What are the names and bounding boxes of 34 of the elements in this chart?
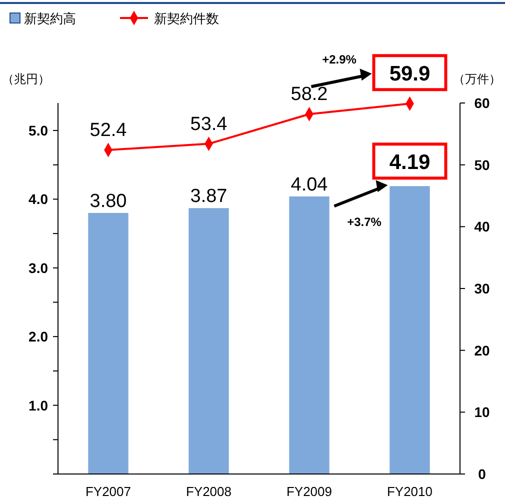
annotation: +3.7% xyxy=(347,215,382,230)
y-axis-title: （兆円） xyxy=(2,72,50,86)
y2-tick-label: 20 xyxy=(474,342,490,358)
data-label: 59.9 xyxy=(389,62,430,86)
y2-tick-label: 60 xyxy=(474,95,490,111)
y-tick-label: 3.0 xyxy=(28,260,48,276)
bar xyxy=(289,196,330,474)
y2-tick-label: 50 xyxy=(474,156,490,173)
x-tick-label: FY2010 xyxy=(386,484,433,499)
x-tick-label: FY2007 xyxy=(85,484,132,499)
data-label: 4.04 xyxy=(290,174,328,196)
x-tick-label: FY2008 xyxy=(186,484,232,499)
bar xyxy=(390,186,430,474)
y-tick-label: 4.0 xyxy=(28,191,48,208)
y2-tick-label: 40 xyxy=(474,218,490,235)
data-label: 53.4 xyxy=(190,114,228,135)
y2-tick-label: 30 xyxy=(474,280,490,296)
y2-tick-label: 10 xyxy=(474,404,490,420)
y2-axis-title: （万件） xyxy=(453,72,501,86)
data-label: 3.80 xyxy=(90,190,127,212)
data-label: 4.19 xyxy=(389,151,430,174)
y-tick-label: 2.0 xyxy=(28,328,48,345)
data-label: 3.87 xyxy=(190,186,228,208)
text: +2.9% xyxy=(322,52,357,67)
bar xyxy=(188,208,229,474)
y-tick-label: 5.0 xyxy=(28,122,48,138)
legend-label: 新契約件数 xyxy=(154,11,219,26)
legend-label: 新契約高 xyxy=(24,11,76,26)
bar xyxy=(88,212,128,474)
y-tick-label: 1.0 xyxy=(28,397,48,414)
x-tick-label: FY2009 xyxy=(286,484,332,499)
data-label: 58.2 xyxy=(290,84,328,106)
y2-tick-label: 0 xyxy=(478,466,486,482)
data-label: 52.4 xyxy=(90,120,128,141)
